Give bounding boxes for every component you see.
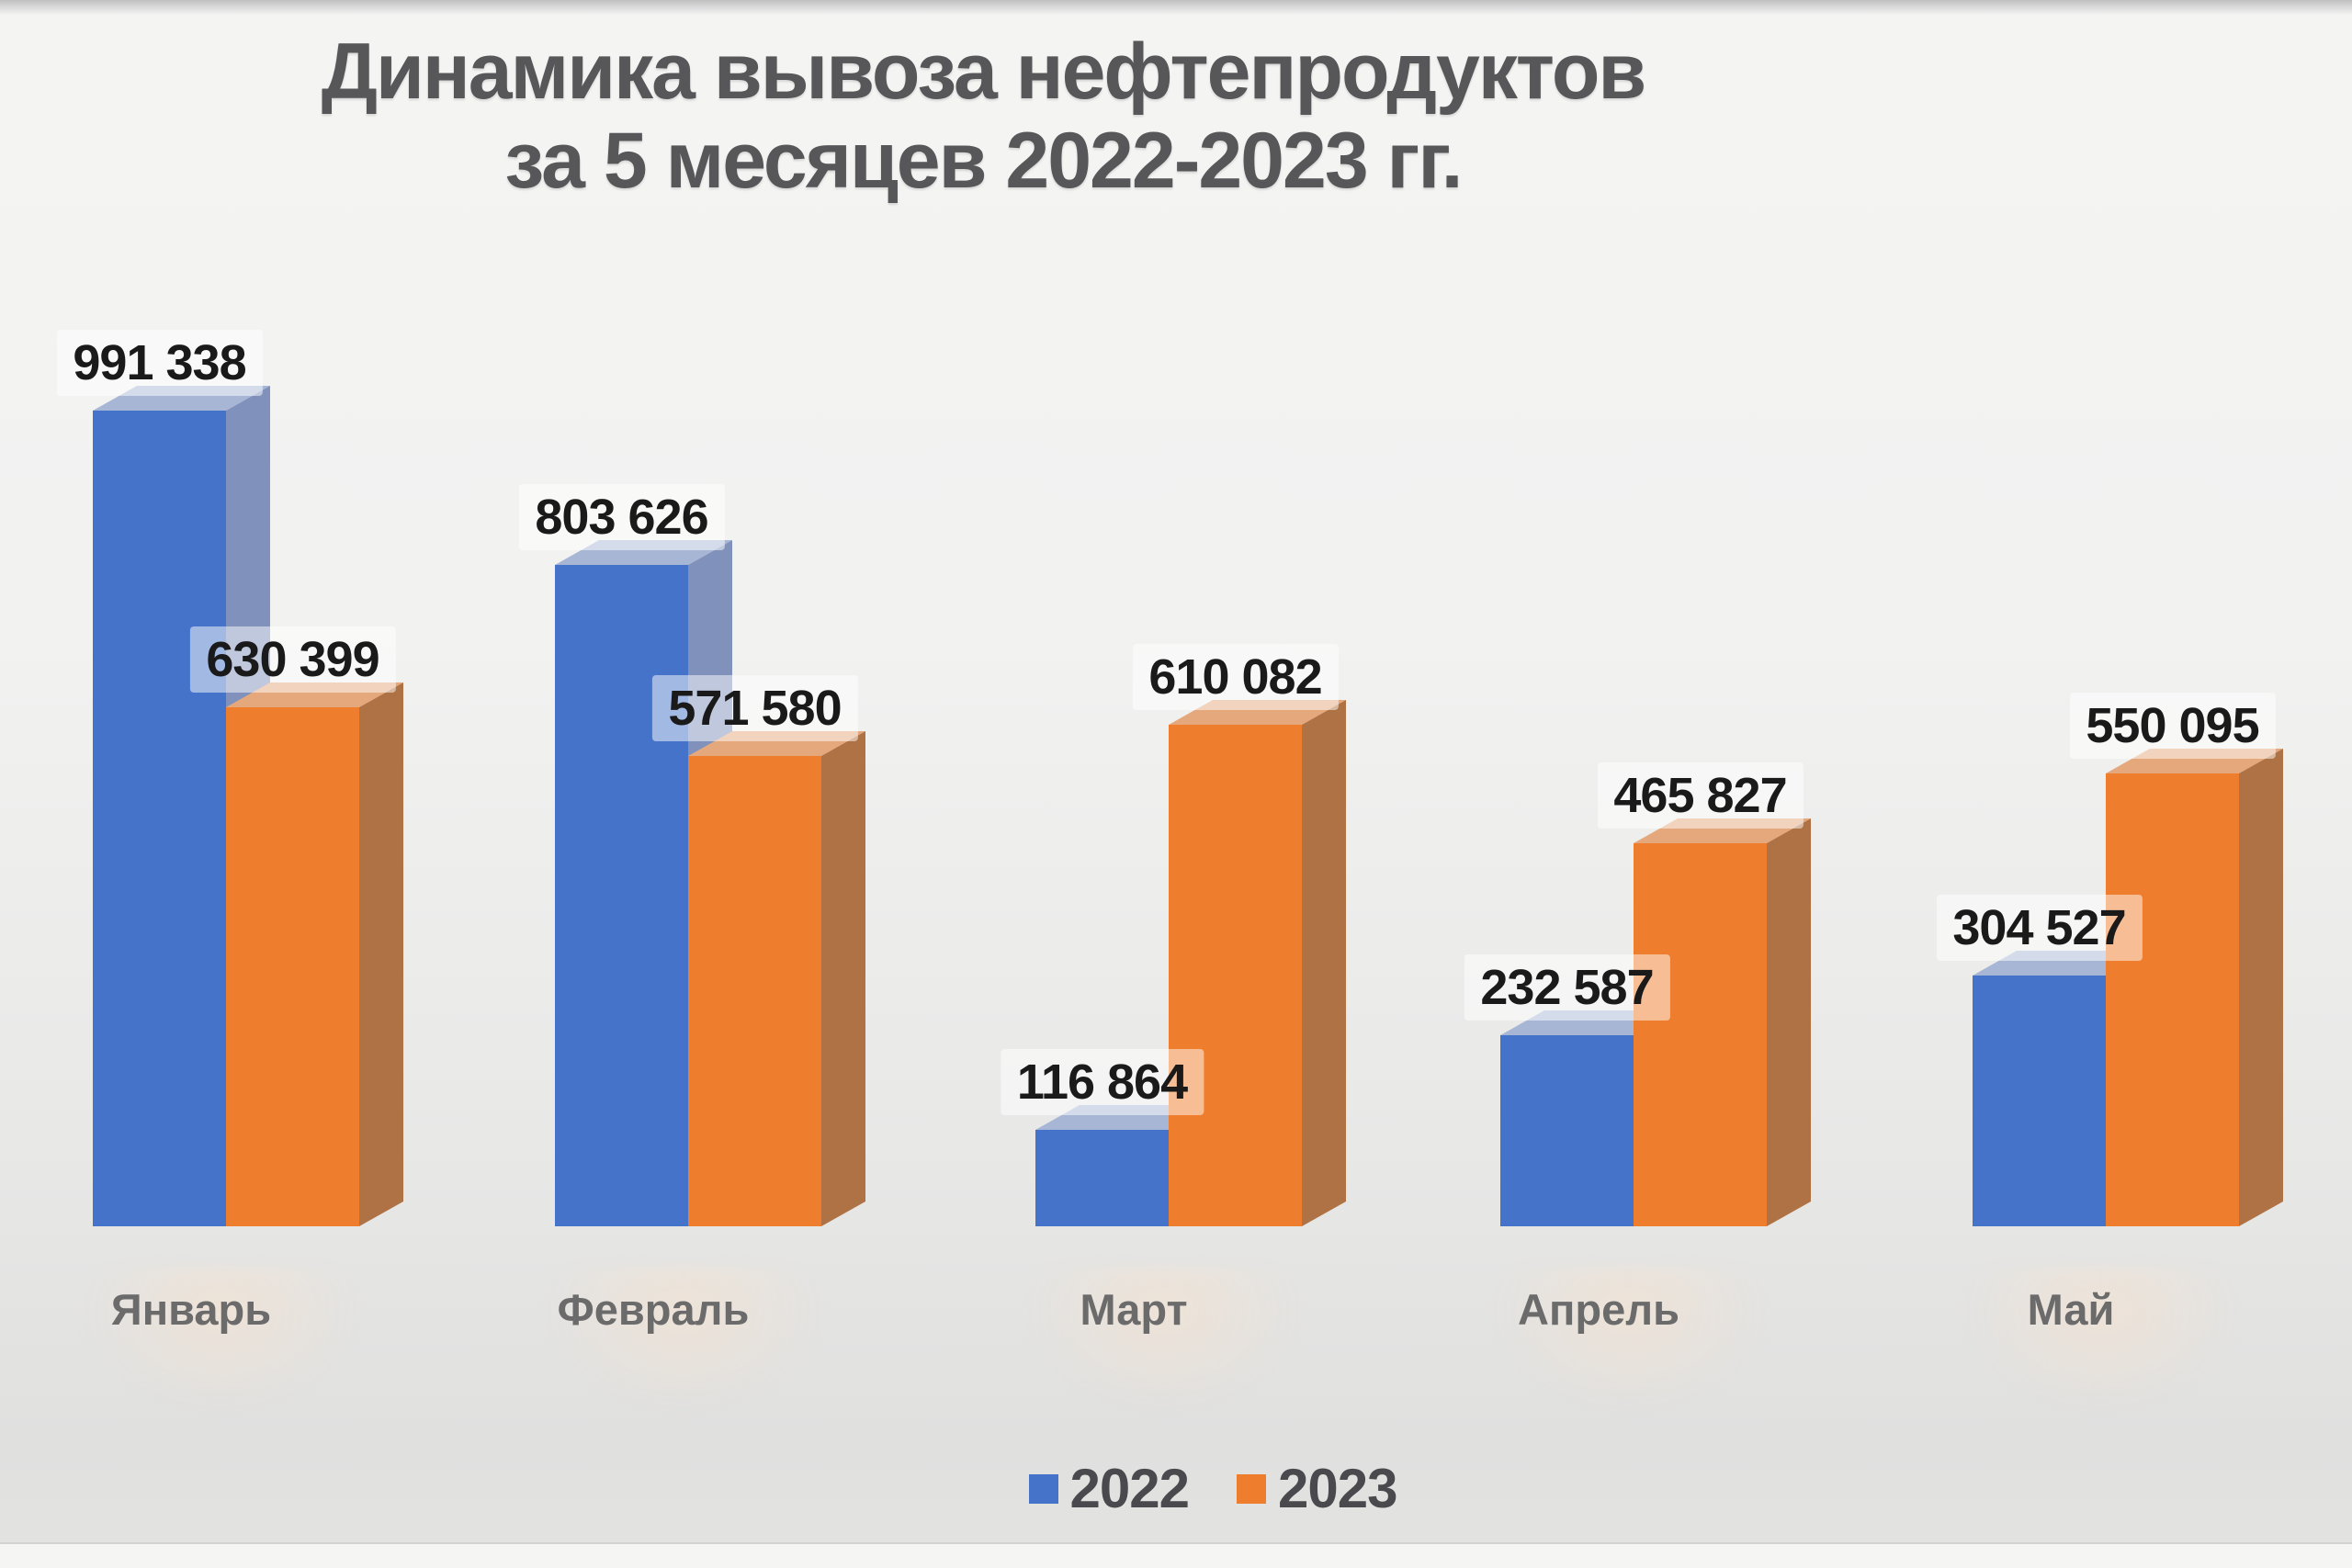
bar-2022-февраль [555,540,732,1226]
category-label-февраль: Февраль [557,1285,750,1334]
legend-swatch-2022 [1028,1473,1058,1504]
top-edge-strip [0,0,2352,15]
chart-title-line1: Динамика вывоза нефтепродуктов [321,28,1647,116]
bar-2022-март [1035,1105,1213,1226]
bar-2023-апрель [1634,818,1811,1226]
value-label-2023-февраль: 571 580 [651,675,858,741]
legend: 2022 2023 [37,1457,2352,1520]
legend-label-2023: 2023 [1278,1458,1397,1519]
bar-2022-январь [93,386,270,1226]
bar-side-face [2239,749,2283,1226]
bar-2022-апрель [1500,1010,1678,1226]
category-label-январь: Январь [110,1285,272,1334]
bar-2022-май [1973,951,2150,1226]
value-label-2022-январь: 991 338 [56,330,263,396]
legend-label-2022: 2022 [1069,1458,1190,1519]
bar-side-face [359,682,403,1226]
value-label-2023-январь: 630 399 [189,626,396,693]
chart-title: Динамика вывоза нефтепродуктов за 5 меся… [0,28,1966,206]
chart-title-line2: за 5 месяцев 2022-2023 гг. [504,117,1464,206]
legend-swatch-2023 [1237,1473,1266,1504]
legend-item-2022: 2022 [1028,1457,1190,1520]
value-label-2023-май: 550 095 [2069,693,2276,759]
bar-2023-май [2106,749,2283,1226]
floor-reflection [1959,1266,2244,1413]
floor-reflection [1487,1266,1771,1413]
bar-side-face [1302,700,1346,1226]
floor-reflection [1022,1266,1306,1413]
bar-2023-март [1169,700,1346,1226]
value-label-2022-апрель: 232 587 [1464,954,1670,1021]
value-label-2022-февраль: 803 626 [518,484,725,550]
bar-side-face [1767,818,1811,1226]
floor-reflection [541,1266,826,1413]
value-label-2023-апрель: 465 827 [1597,762,1804,829]
category-label-май: Май [2027,1285,2115,1334]
value-label-2022-март: 116 864 [1000,1049,1204,1115]
floor-reflection [79,1266,364,1413]
value-label-2023-март: 610 082 [1132,644,1339,710]
category-label-март: Март [1080,1285,1188,1334]
bottom-edge-strip [0,1542,2352,1568]
value-label-2022-май: 304 527 [1936,895,2143,961]
bar-2023-январь [226,682,403,1226]
bar-side-face [821,731,865,1226]
legend-item-2023: 2023 [1237,1457,1397,1520]
category-label-апрель: Апрель [1518,1285,1679,1334]
bar-2023-февраль [688,731,865,1226]
